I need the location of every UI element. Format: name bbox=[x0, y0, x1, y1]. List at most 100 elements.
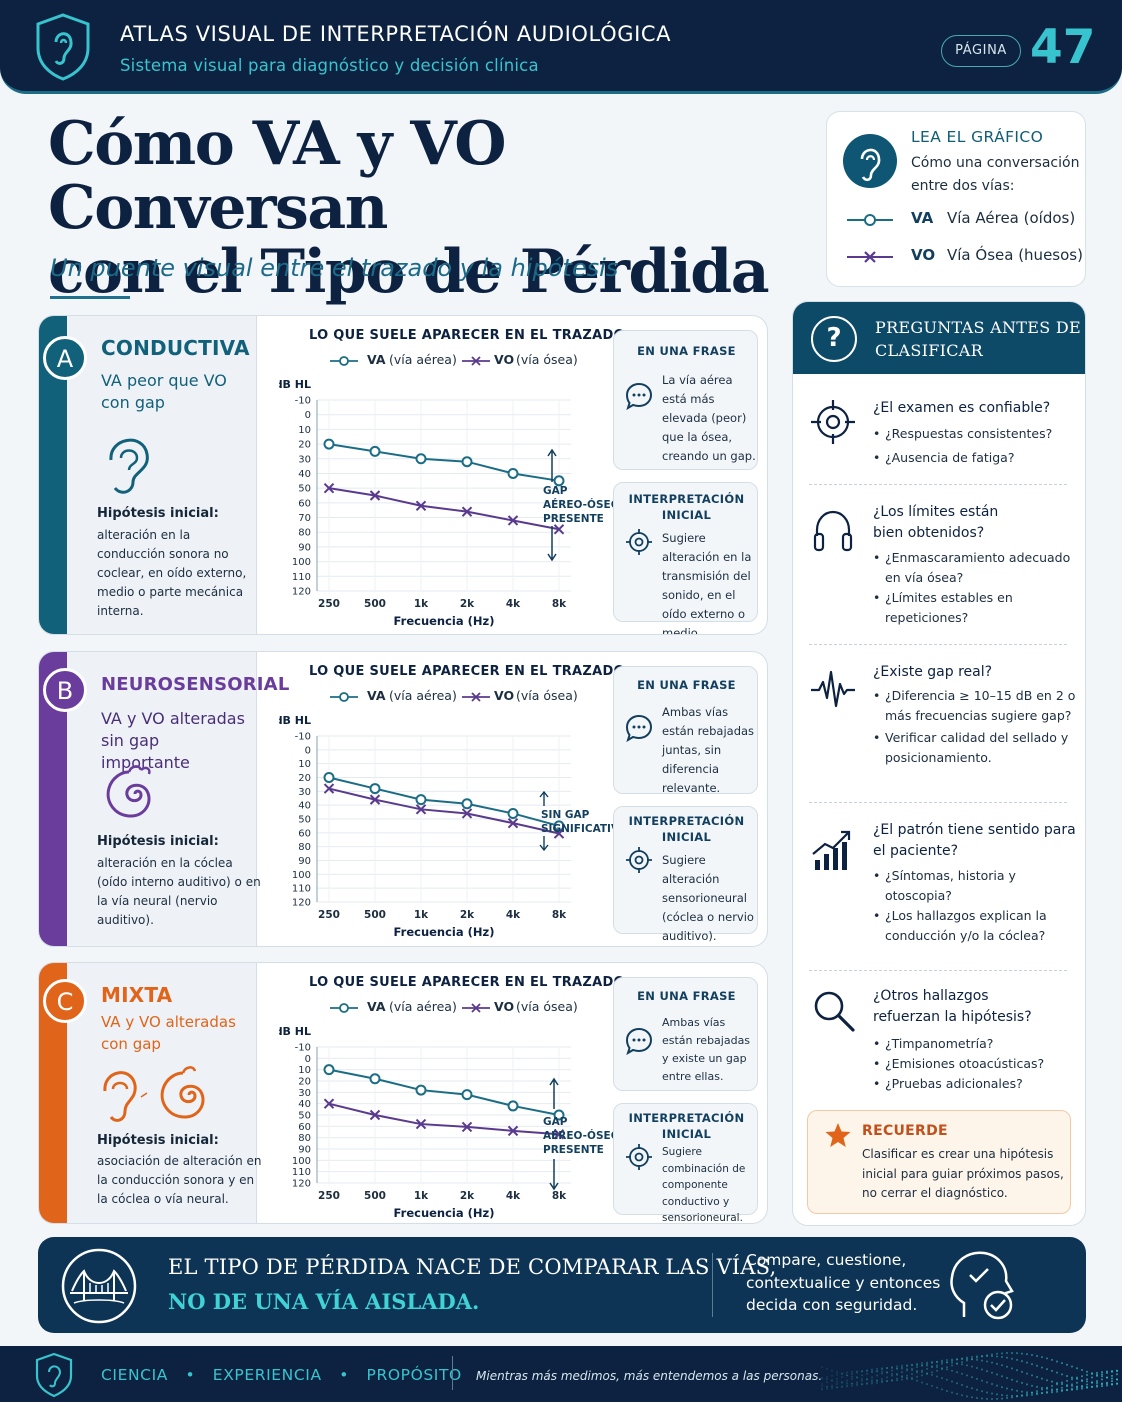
y-tick-label: 20 bbox=[298, 1077, 311, 1088]
axis-y-label: dB HL bbox=[279, 378, 311, 391]
decorative-dot bbox=[901, 1375, 903, 1378]
decorative-dot bbox=[1086, 1383, 1088, 1386]
graph-title: LO QUE SUELE APARECER EN EL TRAZADO bbox=[309, 975, 625, 990]
decorative-dot bbox=[876, 1367, 878, 1370]
vo-data-point bbox=[415, 500, 427, 511]
decorative-dot bbox=[941, 1362, 943, 1365]
decorative-dot bbox=[1041, 1386, 1043, 1389]
decorative-dot bbox=[826, 1378, 828, 1381]
remember-title: RECUERDE bbox=[862, 1123, 948, 1139]
decorative-dot bbox=[1016, 1395, 1018, 1398]
footer-link-proposito[interactable]: PROPÓSITO bbox=[366, 1366, 462, 1384]
question-bullet: ¿Emisiones otoacústicas? bbox=[873, 1054, 1078, 1074]
vo-legend-note: (vía ósea) bbox=[516, 352, 578, 367]
audiogram-chart-neurosensorial: dB HL -10 0 10 20 30 40 50 60 80 90 100 110 120 250 500… bbox=[279, 714, 571, 939]
vo-data-point bbox=[323, 482, 335, 494]
gap-label-line: PRESENTE bbox=[543, 513, 604, 525]
decorative-dot bbox=[856, 1384, 858, 1387]
gap-label-line: PRESENTE bbox=[543, 1144, 604, 1156]
decorative-dot bbox=[936, 1375, 938, 1378]
decorative-dot bbox=[906, 1364, 908, 1367]
decorative-dot bbox=[971, 1396, 973, 1399]
decorative-dot bbox=[966, 1395, 968, 1398]
x-tick-label: 8k bbox=[552, 598, 567, 610]
decorative-dot bbox=[911, 1376, 913, 1379]
vo-data-point bbox=[369, 1109, 381, 1121]
decorative-dot bbox=[826, 1386, 828, 1389]
decorative-dot bbox=[851, 1370, 853, 1373]
decorative-dot bbox=[841, 1376, 843, 1379]
va-data-point bbox=[553, 820, 565, 832]
footer-link-ciencia[interactable]: CIENCIA bbox=[101, 1366, 168, 1384]
decorative-dot bbox=[921, 1364, 923, 1367]
decorative-dot bbox=[941, 1367, 943, 1370]
decorative-dot bbox=[1071, 1384, 1073, 1387]
decorative-dot bbox=[1011, 1367, 1013, 1370]
y-tick-label: 40 bbox=[298, 469, 311, 480]
decorative-dot bbox=[1021, 1394, 1023, 1397]
vo-data-point bbox=[415, 804, 427, 815]
decorative-dot bbox=[876, 1381, 878, 1384]
interpretation-heading: INTERPRETACIÓN INICIAL bbox=[614, 1110, 759, 1142]
decorative-dot bbox=[876, 1379, 878, 1382]
hypothesis-text: alteración en la cóclea (oído interno au… bbox=[97, 856, 261, 927]
decorative-dot bbox=[941, 1361, 943, 1364]
decorative-dot bbox=[821, 1382, 823, 1385]
decorative-dot bbox=[936, 1361, 938, 1364]
decorative-dot bbox=[996, 1393, 998, 1396]
card-neurosensorial: B NEUROSENSORIAL VA y VO alteradas sin g… bbox=[38, 651, 768, 947]
decorative-dot bbox=[931, 1365, 933, 1368]
decorative-dot bbox=[1076, 1367, 1078, 1370]
vo-legend-note: (vía ósea) bbox=[516, 999, 578, 1014]
hypothesis-text: asociación de alteración en la conducció… bbox=[97, 1154, 262, 1206]
decorative-dot bbox=[861, 1382, 863, 1385]
decorative-dot bbox=[916, 1379, 918, 1382]
interpretation-heading-line: INTERPRETACIÓN bbox=[628, 1111, 745, 1125]
decorative-dot bbox=[896, 1377, 898, 1380]
vo-legend-note: (vía ósea) bbox=[516, 688, 578, 703]
decorative-dot bbox=[866, 1369, 868, 1372]
decorative-dot bbox=[956, 1358, 958, 1361]
legend-vo-abbr: VO bbox=[911, 246, 936, 264]
ear-icon bbox=[843, 134, 897, 188]
footer-separator bbox=[452, 1356, 453, 1390]
magnifier-icon bbox=[814, 991, 855, 1032]
decorative-dot bbox=[886, 1379, 888, 1382]
y-tick-label: 0 bbox=[305, 745, 311, 756]
decorative-dot bbox=[946, 1378, 948, 1381]
decorative-dot bbox=[891, 1366, 893, 1369]
decorative-dot bbox=[941, 1359, 943, 1362]
decorative-dot bbox=[881, 1381, 883, 1384]
question-bullets: ¿Timpanometría? ¿Emisiones otoacústicas?… bbox=[873, 1034, 1078, 1094]
decorative-dot bbox=[986, 1370, 988, 1373]
decorative-dot bbox=[1006, 1352, 1008, 1355]
question-bullet: ¿Respuestas consistentes? bbox=[873, 424, 1078, 444]
decorative-dot bbox=[1056, 1388, 1058, 1391]
decorative-dot bbox=[1061, 1386, 1063, 1389]
decorative-dot bbox=[836, 1377, 838, 1380]
vo-series-line bbox=[328, 787, 560, 835]
card-subtitle: VA y VO alteradas sin gap importante bbox=[101, 709, 245, 772]
footer-link-experiencia[interactable]: EXPERIENCIA bbox=[212, 1366, 322, 1384]
decorative-dot bbox=[921, 1371, 923, 1374]
decorative-dot bbox=[966, 1364, 968, 1367]
x-tick-label: 1k bbox=[414, 598, 429, 610]
decorative-wave-dots bbox=[821, 1352, 1118, 1400]
phrase-box: EN UNA FRASE Ambas vías están rebajadas … bbox=[613, 977, 758, 1091]
decorative-dot bbox=[961, 1394, 963, 1397]
y-tick-label: -10 bbox=[295, 1043, 311, 1054]
x-tick-label: 2k bbox=[460, 598, 475, 610]
decorative-dot bbox=[1031, 1374, 1033, 1377]
question-bullets: ¿Síntomas, historia y otoscopia? ¿Los ha… bbox=[873, 866, 1078, 946]
decorative-dot bbox=[966, 1358, 968, 1361]
decorative-dot bbox=[956, 1371, 958, 1374]
decorative-dot bbox=[1081, 1385, 1083, 1388]
decorative-dot bbox=[891, 1372, 893, 1375]
decorative-dot bbox=[886, 1367, 888, 1370]
y-tick-label: 20 bbox=[298, 773, 311, 784]
decorative-dot bbox=[1096, 1382, 1098, 1385]
gap-arrow-icon bbox=[547, 448, 557, 562]
interpretation-text: Sugiere alteración en la transmisión del… bbox=[662, 531, 752, 635]
decorative-dot bbox=[1006, 1376, 1008, 1379]
decorative-dot bbox=[1026, 1372, 1028, 1375]
